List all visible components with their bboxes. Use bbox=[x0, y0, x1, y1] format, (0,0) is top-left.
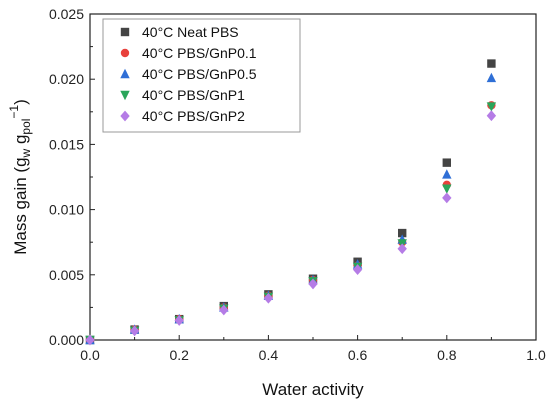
x-tick-label: 1.0 bbox=[526, 347, 546, 363]
legend: 40°C Neat PBS 40°C PBS/GnP0.1 40°C PBS/GnP… bbox=[102, 18, 301, 133]
legend-item: 40°C PBS/GnP2 bbox=[120, 108, 245, 124]
legend-label: 40°C PBS/GnP0.1 bbox=[142, 45, 257, 61]
data-point bbox=[129, 325, 140, 337]
data-point bbox=[486, 72, 497, 83]
x-tick-label: 0.8 bbox=[437, 347, 457, 363]
y-axis-title: Mass gain (gw gpol−1) bbox=[7, 99, 33, 255]
data-point bbox=[352, 264, 363, 275]
legend-frame bbox=[102, 18, 301, 133]
legend-label: 40°C PBS/GnP0.5 bbox=[142, 66, 257, 82]
y-axis-title-sub1: w bbox=[19, 148, 33, 158]
legend-marker bbox=[120, 90, 130, 101]
y-tick-label: 0.025 bbox=[49, 6, 84, 22]
y-axis-title-end: ) bbox=[11, 99, 30, 105]
data-point bbox=[219, 304, 229, 316]
legend-item: 40°C PBS/GnP0.1 bbox=[120, 45, 257, 61]
data-points bbox=[85, 59, 497, 346]
data-point bbox=[487, 59, 496, 68]
y-tick-label: 0.015 bbox=[49, 136, 84, 152]
data-point bbox=[263, 292, 274, 304]
data-point bbox=[442, 184, 452, 194]
y-axis-title-base: Mass gain (g bbox=[11, 157, 30, 254]
legend-items: 40°C Neat PBS 40°C PBS/GnP0.1 40°C PBS/GnP… bbox=[120, 24, 257, 124]
y-axis-title-sub2: pol bbox=[19, 119, 33, 135]
legend-item: 40°C PBS/GnP0.5 bbox=[120, 66, 257, 82]
y-tick-label: 0.005 bbox=[49, 267, 84, 283]
x-tick-label: 0.2 bbox=[169, 347, 189, 363]
data-point bbox=[442, 192, 452, 204]
data-point bbox=[85, 334, 95, 346]
data-point bbox=[174, 315, 184, 326]
series-5 bbox=[85, 110, 497, 346]
y-tick-label: 0.010 bbox=[49, 202, 84, 218]
data-point bbox=[486, 102, 497, 112]
legend-marker bbox=[120, 68, 130, 79]
x-tick-label: 0.0 bbox=[80, 347, 100, 363]
plot-area: 0.0 0.2 0.4 0.6 0.8 1.0 0.000 0.005 0.010 0.015 0.… bbox=[49, 6, 546, 363]
legend-marker bbox=[120, 48, 130, 58]
y-tick-label: 0.000 bbox=[49, 332, 84, 348]
y-tick-label: 0.020 bbox=[49, 71, 84, 87]
data-point bbox=[308, 278, 318, 290]
legend-label: 40°C PBS/GnP1 bbox=[142, 87, 245, 103]
y-axis-title-middle: g bbox=[11, 135, 30, 149]
x-tick-label: 0.6 bbox=[348, 347, 368, 363]
legend-label: 40°C Neat PBS bbox=[142, 24, 239, 40]
series-2 bbox=[85, 101, 496, 345]
axis-ticks: 0.0 0.2 0.4 0.6 0.8 1.0 0.000 0.005 0.010 0.015 0.… bbox=[49, 6, 546, 363]
data-point bbox=[442, 169, 452, 179]
legend-item: 40°C Neat PBS bbox=[120, 24, 239, 40]
data-point bbox=[398, 228, 407, 238]
data-point bbox=[397, 243, 407, 255]
legend-marker bbox=[120, 110, 130, 122]
legend-marker bbox=[120, 27, 130, 37]
x-tick-label: 0.4 bbox=[259, 347, 279, 363]
y-axis-title-sup: −1 bbox=[7, 105, 21, 119]
legend-item: 40°C PBS/GnP1 bbox=[120, 87, 245, 103]
data-point bbox=[442, 158, 451, 167]
series-4 bbox=[85, 102, 497, 346]
legend-label: 40°C PBS/GnP2 bbox=[142, 108, 245, 124]
x-axis-title: Water activity bbox=[262, 380, 364, 399]
data-point bbox=[486, 110, 497, 122]
